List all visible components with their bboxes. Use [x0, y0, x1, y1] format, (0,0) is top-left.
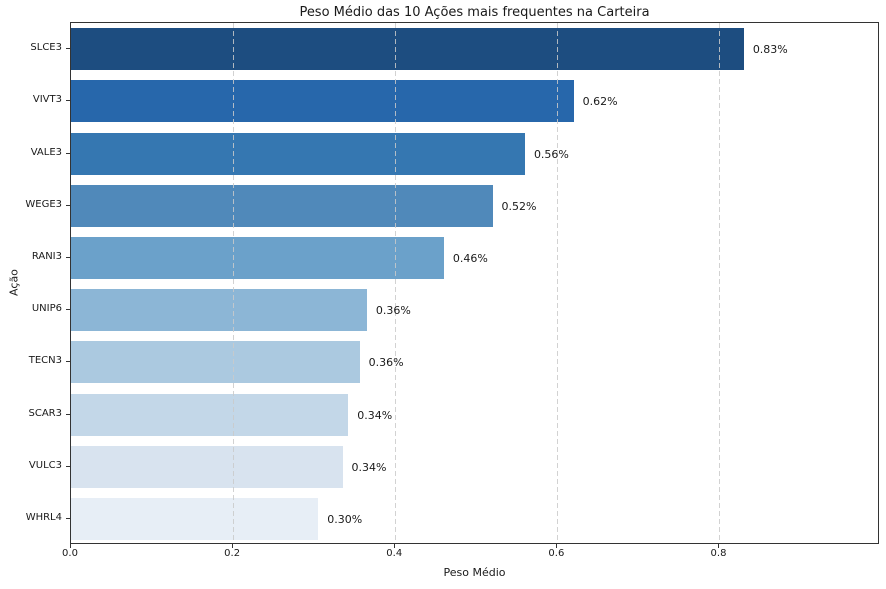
bar-value-label-WHRL4: 0.30%: [327, 512, 363, 526]
x-tick-label-0.8: 0.8: [710, 548, 727, 559]
y-tick-mark: [66, 48, 70, 50]
y-tick-label-UNIP6: UNIP6: [31, 303, 62, 315]
y-tick-label-VULC3: VULC3: [28, 459, 62, 471]
bar-value-label-SLCE3: 0.83%: [752, 43, 788, 57]
chart-title: Peso Médio das 10 Ações mais frequentes …: [299, 5, 650, 20]
plot-area: 0.83% 0.62% 0.56% 0.52% 0.46% 0.36% 0.36% 0.34%…: [70, 22, 879, 544]
bar-value-label-VULC3: 0.34%: [351, 460, 387, 474]
y-tick-label-RANI3: RANI3: [31, 250, 62, 262]
y-axis-label: Ação: [7, 269, 21, 296]
bar-value-label-SCAR3: 0.34%: [357, 408, 393, 422]
bar-UNIP6: [71, 289, 367, 332]
y-tick-label-VIVT3: VIVT3: [32, 94, 62, 106]
y-tick-mark: [66, 100, 70, 102]
bar-RANI3: [71, 236, 444, 279]
bar-VIVT3: [71, 80, 574, 123]
y-tick-label-WEGE3: WEGE3: [25, 198, 62, 210]
gridline-x-0.2: [233, 23, 235, 543]
bar-TECN3: [71, 341, 360, 384]
x-tick-mark: [718, 544, 720, 548]
x-tick-mark: [70, 544, 71, 548]
y-tick-label-SLCE3: SLCE3: [30, 42, 62, 54]
y-tick-mark: [66, 413, 70, 415]
bar-SLCE3: [71, 28, 744, 71]
bar-SCAR3: [71, 393, 349, 436]
gridline-x-0.8: [719, 23, 721, 543]
y-tick-mark: [66, 517, 70, 519]
bar-value-label-RANI3: 0.46%: [452, 251, 488, 265]
y-tick-label-SCAR3: SCAR3: [28, 407, 62, 419]
x-tick-label-0.0: 0.0: [62, 548, 78, 559]
x-tick-mark: [556, 544, 558, 548]
y-tick-label-TECN3: TECN3: [28, 355, 62, 367]
gridline-x-0.6: [557, 23, 559, 543]
gridline-x-0.4: [395, 23, 397, 543]
y-tick-mark: [66, 256, 70, 258]
y-tick-mark: [66, 204, 70, 206]
bar-VULC3: [71, 445, 343, 488]
x-tick-label-0.6: 0.6: [548, 548, 565, 559]
y-tick-label-WHRL4: WHRL4: [25, 511, 62, 523]
x-axis-label: Peso Médio: [443, 566, 506, 579]
y-tick-mark: [66, 465, 70, 467]
y-tick-mark: [66, 152, 70, 154]
x-tick-mark: [394, 544, 396, 548]
bar-WHRL4: [71, 497, 319, 540]
bar-value-label-VALE3: 0.56%: [533, 147, 569, 161]
y-tick-mark: [66, 309, 70, 311]
bar-WEGE3: [71, 184, 493, 227]
y-tick-mark: [66, 361, 70, 363]
y-tick-label-VALE3: VALE3: [30, 146, 62, 158]
bar-value-label-VIVT3: 0.62%: [582, 95, 618, 109]
bar-value-label-WEGE3: 0.52%: [501, 199, 537, 213]
x-tick-label-0.4: 0.4: [386, 548, 403, 559]
x-tick-label-0.2: 0.2: [224, 548, 241, 559]
bar-VALE3: [71, 132, 525, 175]
x-tick-mark: [232, 544, 234, 548]
bar-value-label-UNIP6: 0.36%: [375, 304, 411, 318]
bar-value-label-TECN3: 0.36%: [368, 356, 404, 370]
